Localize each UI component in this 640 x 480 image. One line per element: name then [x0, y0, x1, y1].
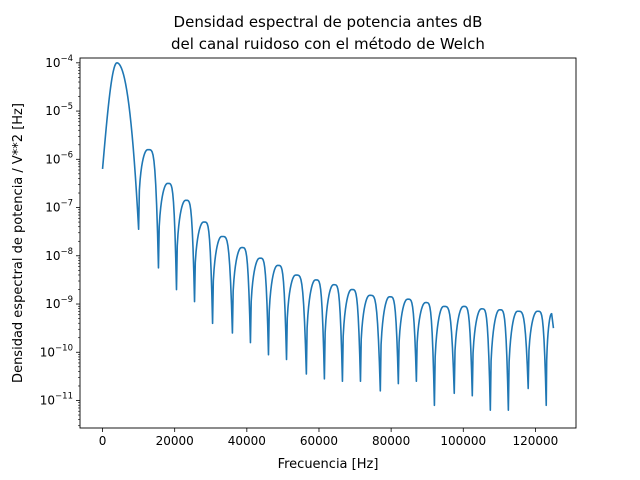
x-tick-label: 20000 — [156, 434, 194, 448]
x-axis-label: Frecuencia [Hz] — [278, 457, 379, 472]
y-tick-base: 10 — [45, 104, 60, 118]
y-tick-exponent: −11 — [55, 392, 73, 402]
x-tick-label: 80000 — [372, 434, 410, 448]
y-tick-exponent: −5 — [60, 102, 73, 112]
y-tick-label: 10−6 — [45, 150, 73, 166]
x-tick-label: 0 — [99, 434, 107, 448]
y-tick-base: 10 — [45, 56, 60, 70]
y-tick-exponent: −9 — [60, 295, 73, 305]
x-axis-ticks: 0 20000 40000 60000 80000 100000 120000 — [99, 428, 559, 448]
y-tick-base: 10 — [45, 152, 60, 166]
y-tick-label: 10−8 — [45, 247, 73, 263]
y-tick-label: 10−11 — [40, 392, 73, 408]
y-tick-label: 10−9 — [45, 295, 73, 311]
y-tick-base: 10 — [40, 394, 55, 408]
y-tick-exponent: −4 — [60, 54, 73, 64]
y-tick-label: 10−4 — [45, 54, 73, 70]
y-tick-exponent: −7 — [60, 199, 73, 209]
y-tick-base: 10 — [40, 345, 55, 359]
plot-frame — [79, 57, 577, 429]
x-tick-label: 120000 — [513, 434, 559, 448]
y-tick-label: 10−5 — [45, 102, 73, 118]
chart-title-line-1: Densidad espectral de potencia antes dB — [174, 13, 483, 31]
x-tick-label: 100000 — [440, 434, 486, 448]
y-tick-label: 10−7 — [45, 199, 73, 215]
y-axis-label: Densidad espectral de potencia / V**2 [H… — [11, 103, 26, 383]
x-tick-label: 40000 — [228, 434, 266, 448]
y-tick-exponent: −8 — [60, 247, 73, 257]
y-tick-exponent: −10 — [55, 343, 73, 353]
psd-series-line — [101, 62, 555, 411]
y-tick-exponent: −6 — [60, 150, 73, 160]
x-tick-label: 60000 — [300, 434, 338, 448]
y-tick-base: 10 — [45, 201, 60, 215]
y-tick-base: 10 — [45, 297, 60, 311]
chart-title-line-2: del canal ruidoso con el método de Welch — [171, 35, 485, 53]
y-tick-label: 10−10 — [40, 343, 73, 359]
y-tick-base: 10 — [45, 249, 60, 263]
